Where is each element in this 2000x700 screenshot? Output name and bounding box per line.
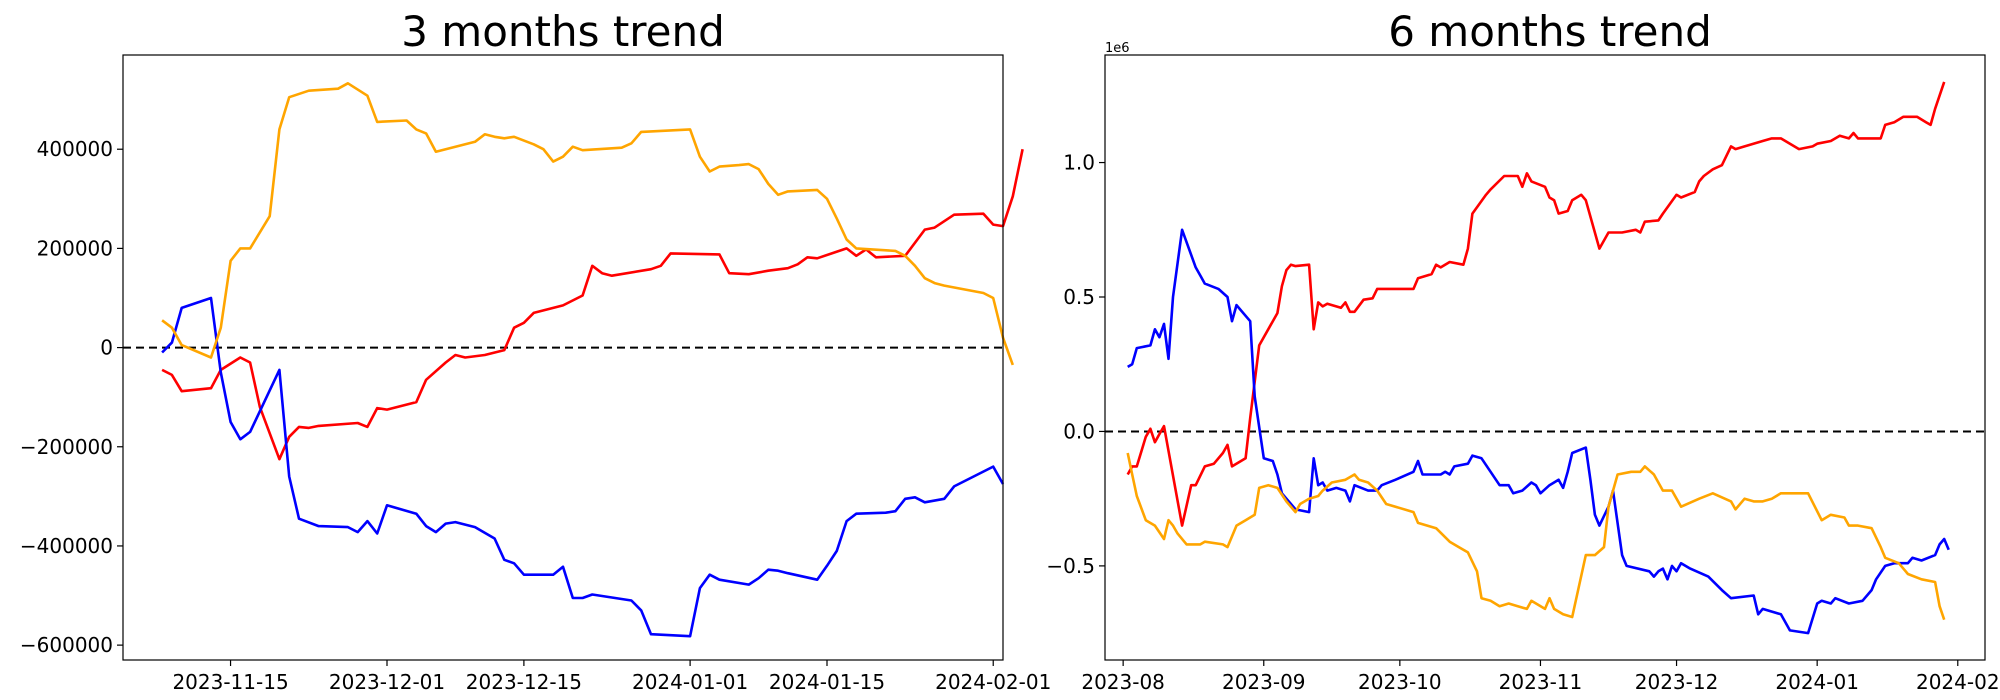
x-tick-label: 2024-02-01 [935,670,1051,694]
y-tick-label: 200000 [37,236,113,260]
series-line-3 [161,82,1015,366]
y-tick-label: 1.0 [1063,151,1095,175]
chart-3-months: 3 months trend 2023-11-15 2023-12-01 2023-… [20,7,1051,694]
x-tick-label: 2023-10 [1358,670,1442,694]
y-tick-label: −200000 [20,435,113,459]
y-tick-label: 0.0 [1063,419,1095,443]
x-tick-label: 2024-02 [1916,670,2000,694]
plot-frame [122,54,1004,661]
plot-frame [1104,54,1986,661]
x-tick-label: 2023-09 [1222,670,1306,694]
y-tick-label: −0.5 [1046,554,1095,578]
series-line-1 [1126,81,1946,527]
y-offset-label: 1e6 [1105,41,1130,56]
x-tick-label: 2023-08 [1081,670,1165,694]
y-tick-label: 0 [100,336,113,360]
x-tick-label: 2023-12-15 [466,670,582,694]
series-line-1 [161,148,1024,461]
y-tick-label: 400000 [37,137,113,161]
x-tick-label: 2024-01-15 [769,670,885,694]
x-tick-label: 2023-12 [1635,670,1719,694]
y-tick-label: −400000 [20,534,113,558]
x-tick-label: 2024-01 [1775,670,1859,694]
x-tick-label: 2023-12-01 [329,670,445,694]
x-tick-label: 2023-11-15 [172,670,288,694]
x-tick-label: 2023-11 [1499,670,1583,694]
series-line-3 [1126,452,1946,621]
y-tick-label: 0.5 [1063,285,1095,309]
series-line-2 [161,296,1005,638]
chart-title: 3 months trend [401,7,725,56]
chart-6-months: 6 months trend 1e6 2023-08 2023-09 2023-10… [1046,7,1999,694]
series-line-2 [1127,228,1950,635]
chart-title: 6 months trend [1388,7,1712,56]
y-tick-label: −600000 [20,633,113,657]
x-tick-label: 2024-01-01 [632,670,748,694]
